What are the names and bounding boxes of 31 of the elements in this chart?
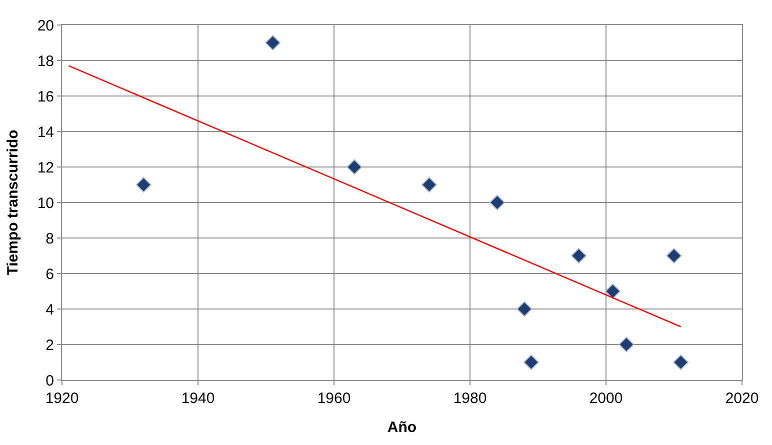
point [666, 248, 682, 264]
point [516, 301, 532, 317]
point [136, 177, 152, 192]
y-tick-label: 20 [37, 17, 54, 34]
x-tick-label: 1960 [317, 390, 351, 407]
y-tick-label: 12 [37, 159, 54, 176]
y-tick-label: 0 [46, 372, 54, 390]
y-tick-label: 8 [46, 230, 54, 248]
point [524, 354, 539, 370]
point [605, 284, 620, 299]
point [618, 336, 634, 352]
y-tick-label: 4 [46, 301, 54, 318]
x-tick-label: 1940 [181, 390, 215, 407]
point [346, 159, 362, 175]
y-axis-title: Tiempo transcurrido [4, 130, 22, 276]
point [265, 35, 280, 50]
x-tick-label: 1980 [453, 390, 487, 407]
x-tick-label: 2020 [725, 390, 759, 407]
y-tick-label: 6 [46, 266, 54, 283]
point [673, 354, 688, 370]
y-tick-label: 16 [37, 88, 54, 106]
point [571, 248, 586, 264]
point [490, 194, 505, 210]
y-tick-label: 2 [46, 336, 54, 354]
y-tick-label: 18 [37, 52, 54, 70]
x-tick-label: 2000 [589, 390, 623, 407]
point [422, 177, 437, 192]
x-axis-title: Año [387, 419, 417, 436]
y-tick-label: 10 [37, 194, 54, 212]
x-tick-label: 1920 [45, 390, 79, 407]
y-tick-label: 14 [37, 124, 54, 141]
